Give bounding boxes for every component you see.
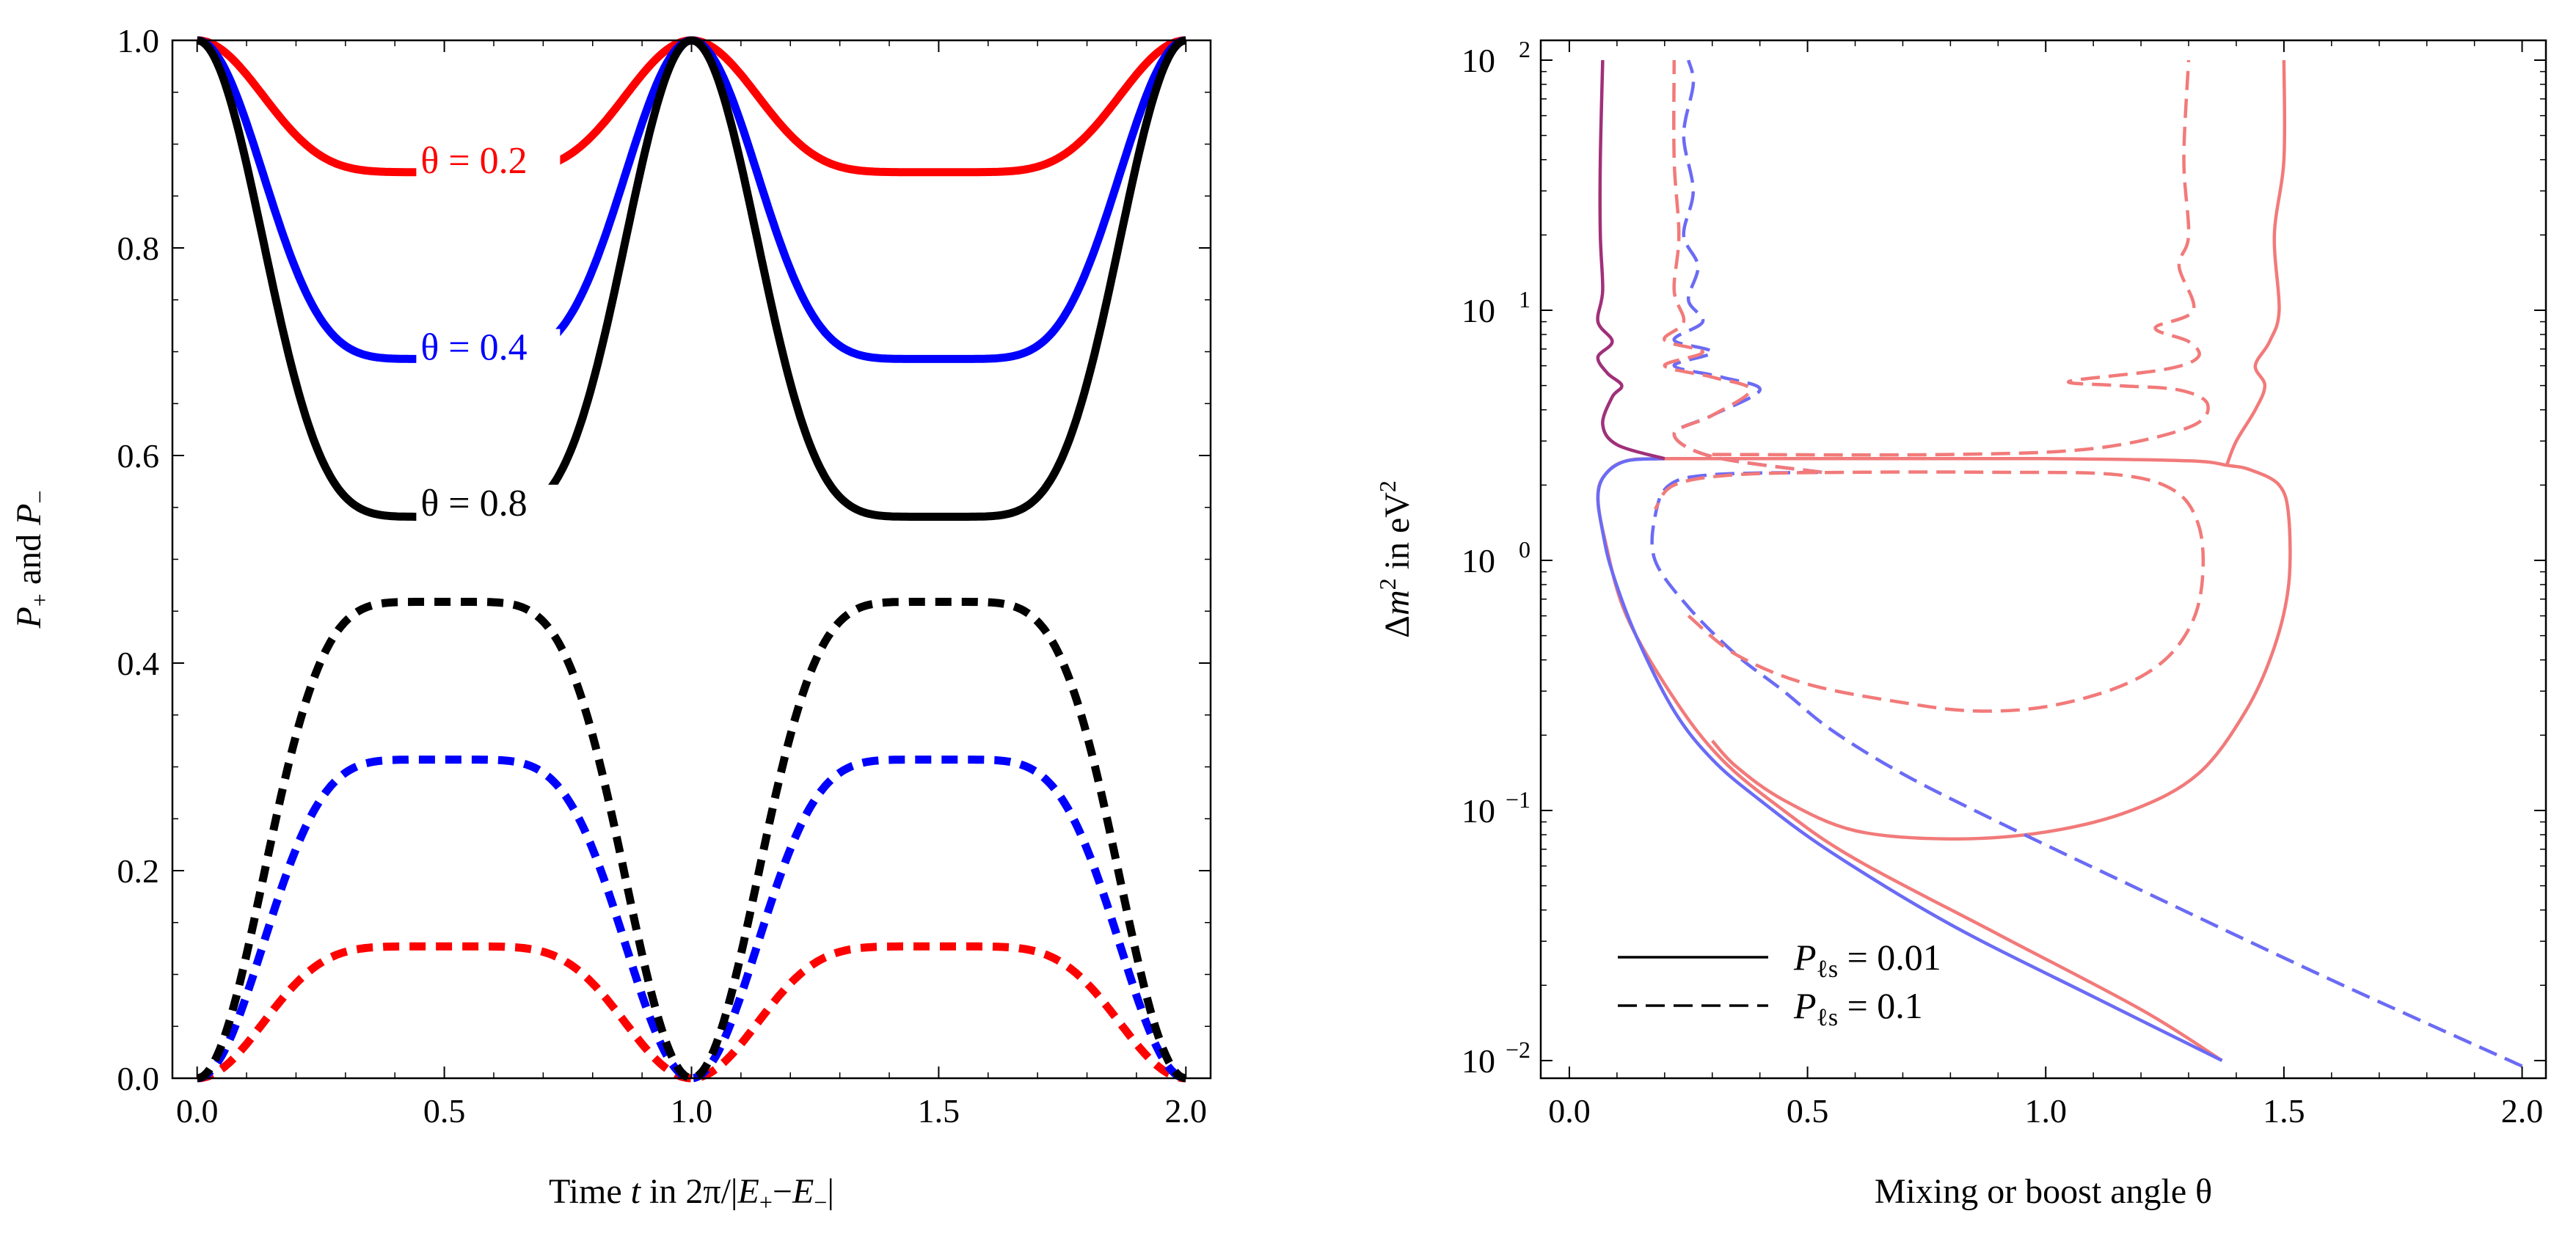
right-series-group xyxy=(1596,59,2523,1068)
right-x-tick-label-4: 2.0 xyxy=(2501,1092,2544,1130)
left-x-axis-title: Time t in 2π/|E+−E−| xyxy=(549,1172,834,1215)
legend-label-0: Pℓs = 0.01 xyxy=(1793,937,1941,983)
left-series-line-4 xyxy=(195,755,1188,1083)
left-series-line-5 xyxy=(195,598,1188,1083)
left-annotation-0: θ = 0.2 xyxy=(420,140,527,182)
right-y-tick-label-1: 10 xyxy=(1462,792,1495,830)
left-annotation-bg-0 xyxy=(416,142,561,182)
right-y-tick-exponent-2: 0 xyxy=(1519,536,1530,563)
left-annotation-bg-2 xyxy=(416,484,561,524)
left-series-line-1 xyxy=(195,36,1188,363)
left-x-tick-label-0: 0.0 xyxy=(176,1092,219,1130)
left-series-group xyxy=(195,36,1188,1083)
left-y-tick-label-2: 0.4 xyxy=(117,645,160,682)
left-x-tick-label-1: 0.5 xyxy=(423,1092,466,1130)
left-y-tick-label-4: 0.8 xyxy=(117,230,160,267)
right-y-tick-exponent-3: 1 xyxy=(1519,286,1530,312)
right-x-tick-label-2: 1.0 xyxy=(2024,1092,2067,1130)
left-x-tick-label-3: 1.5 xyxy=(918,1092,960,1130)
right-series-line-3 xyxy=(1596,59,1665,461)
right-series-line-6 xyxy=(1653,470,2205,713)
right-y-axis-title: Δm2 in eV2 xyxy=(1374,480,1417,638)
left-y-tick-label-0: 0.0 xyxy=(117,1060,160,1097)
right-y-tick-label-4: 10 xyxy=(1462,42,1495,79)
right-y-tick-exponent-1: −1 xyxy=(1506,786,1530,813)
right-chart: 0.0 0.5 1.0 1.5 2.0 10 −2 10 −1 10 0 10 1 10 2 Pℓs = 0… xyxy=(1374,36,2547,1211)
right-y-tick-label-3: 10 xyxy=(1462,292,1495,329)
left-chart: 0.0 0.5 1.0 1.5 2.0 0.0 0.2 0.4 0.6 0.8 1.0 θ = 0.… xyxy=(10,22,1212,1215)
right-y-tick-label-2: 10 xyxy=(1462,542,1495,579)
right-y-tick-label-0: 10 xyxy=(1462,1042,1495,1080)
left-plot-frame xyxy=(171,39,1212,1080)
right-x-tick-label-1: 0.5 xyxy=(1787,1092,1829,1130)
right-series-line-2 xyxy=(1596,457,2223,1062)
right-y-tick-exponent-4: 2 xyxy=(1519,36,1530,62)
left-annotation-1: θ = 0.4 xyxy=(420,327,527,369)
left-series-line-3 xyxy=(195,942,1188,1083)
right-series-line-7 xyxy=(1663,59,1822,475)
right-series-line-8 xyxy=(1712,59,2210,457)
right-series-line-1 xyxy=(2225,59,2287,466)
left-y-axis-title: P+ and P− xyxy=(10,490,53,629)
right-x-tick-label-0: 0.0 xyxy=(1548,1092,1591,1130)
right-x-tick-label-3: 1.5 xyxy=(2263,1092,2305,1130)
left-annotation-2: θ = 0.8 xyxy=(420,483,527,524)
right-x-axis-title: Mixing or boost angle θ xyxy=(1875,1172,2212,1211)
left-series-line-0 xyxy=(195,36,1188,177)
right-series-line-5 xyxy=(1672,59,1822,475)
right-y-tick-exponent-0: −2 xyxy=(1506,1036,1530,1063)
right-series-line-0 xyxy=(1596,456,2292,1062)
left-x-tick-label-4: 2.0 xyxy=(1165,1092,1208,1130)
left-x-tick-label-2: 1.0 xyxy=(671,1092,713,1130)
left-y-tick-label-5: 1.0 xyxy=(117,22,160,59)
legend-label-1: Pℓs = 0.1 xyxy=(1793,985,1923,1031)
left-series-line-2 xyxy=(195,36,1188,521)
right-plot-frame xyxy=(1539,39,2547,1080)
right-series-line-4 xyxy=(1650,470,2523,1068)
left-y-tick-label-3: 0.6 xyxy=(117,437,160,475)
left-y-tick-label-1: 0.2 xyxy=(117,852,160,890)
left-annotation-bg-1 xyxy=(416,329,561,369)
